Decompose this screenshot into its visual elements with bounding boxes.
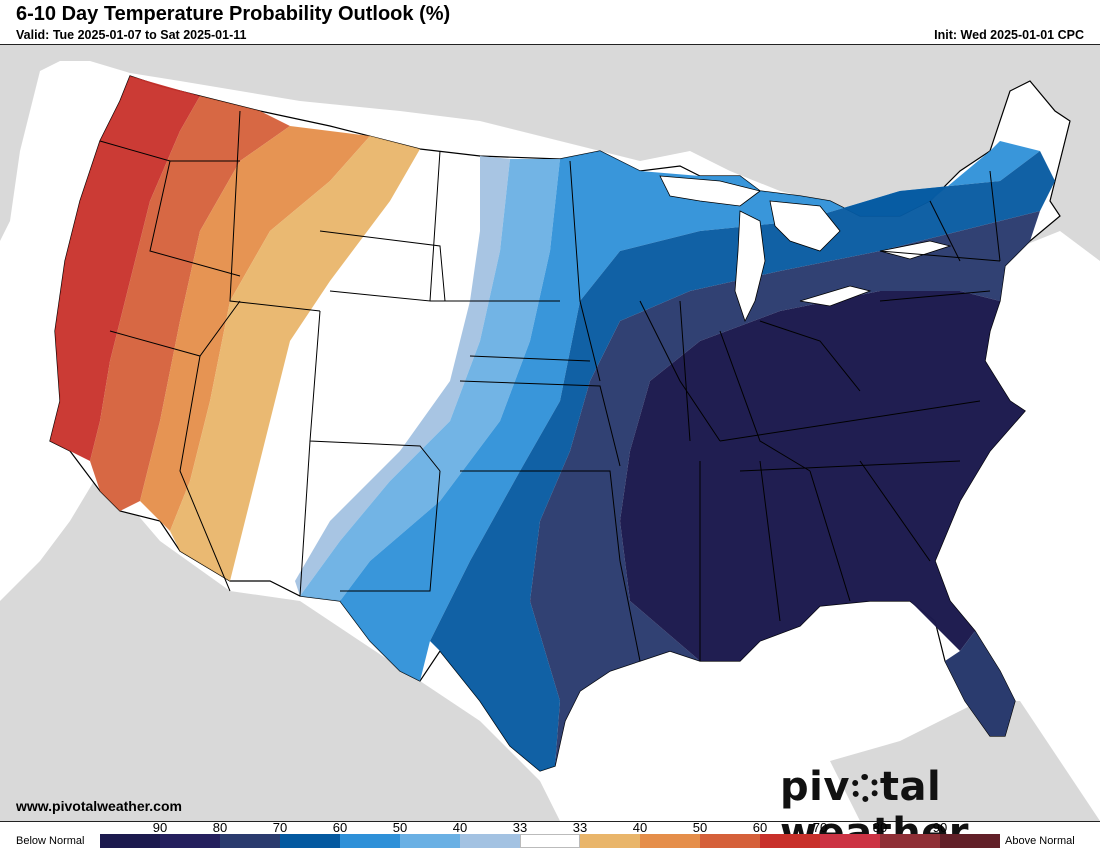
legend-swatch — [160, 834, 220, 848]
map-area — [0, 44, 1100, 822]
map-canvas — [0, 45, 1100, 821]
band-below-80-florida — [945, 631, 1015, 736]
map-title: 6-10 Day Temperature Probability Outlook… — [16, 3, 451, 25]
legend-swatch — [220, 834, 280, 848]
band-below-90 — [620, 291, 1025, 661]
band-above-70 — [50, 76, 200, 461]
legend-tick-label: 90 — [932, 820, 948, 835]
band-below-80 — [530, 211, 1040, 766]
legend-tick-label: 80 — [212, 820, 228, 835]
legend-swatch — [580, 834, 640, 848]
legend-tick-label: 60 — [752, 820, 768, 835]
legend-tick-label: 50 — [692, 820, 708, 835]
legend-tick-label: 70 — [272, 820, 288, 835]
great-lakes — [659, 175, 952, 323]
legend-tick-label: 70 — [812, 820, 828, 835]
legend-tick-label: 60 — [332, 820, 348, 835]
legend-swatch — [280, 834, 340, 848]
legend-swatch — [820, 834, 880, 848]
legend-swatch — [880, 834, 940, 848]
legend-tick-label: 33 — [512, 820, 528, 835]
legend-right-label: Above Normal — [1005, 835, 1075, 847]
brand-logo: piv tal weather — [780, 764, 1100, 856]
legend-left-label: Below Normal — [16, 835, 85, 847]
legend-tick-label: 40 — [452, 820, 468, 835]
surrounding-land — [0, 45, 1100, 821]
legend-swatch — [400, 834, 460, 848]
legend-swatch — [760, 834, 820, 848]
legend-swatch — [940, 834, 1000, 848]
legend-swatch — [340, 834, 400, 848]
gear-icon — [850, 774, 879, 802]
legend-tick-label: 50 — [392, 820, 408, 835]
legend-swatch — [640, 834, 700, 848]
band-below-70 — [430, 151, 1055, 771]
website-url: www.pivotalweather.com — [16, 798, 182, 814]
band-below-50 — [300, 159, 560, 601]
state-boundaries — [99, 110, 1001, 662]
legend: Below Normal 90 80 70 60 50 40 33 33 40 50 60 70 80 9… — [0, 820, 1100, 850]
band-below-40 — [295, 156, 510, 596]
brand-text-right: tal weather — [780, 764, 970, 856]
legend-swatch — [700, 834, 760, 848]
legend-bar — [100, 834, 1000, 848]
legend-swatch — [460, 834, 520, 848]
legend-swatch — [100, 834, 160, 848]
band-above-60 — [90, 96, 290, 511]
legend-tick-label: 40 — [632, 820, 648, 835]
init-time: Init: Wed 2025-01-01 CPC — [934, 28, 1084, 42]
legend-swatch — [520, 834, 580, 848]
legend-tick-label: 33 — [572, 820, 588, 835]
band-above-40 — [170, 136, 420, 581]
legend-tick-label: 90 — [152, 820, 168, 835]
brand-text-left: piv — [780, 764, 850, 810]
band-below-60 — [340, 141, 1040, 681]
band-above-50 — [140, 126, 370, 531]
legend-tick-label: 80 — [872, 820, 888, 835]
valid-period: Valid: Tue 2025-01-07 to Sat 2025-01-11 — [16, 28, 247, 42]
